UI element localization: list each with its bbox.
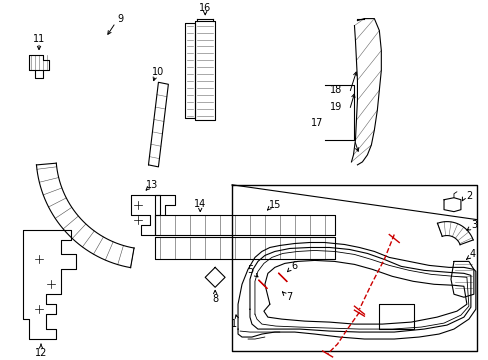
Text: 16: 16 [199, 3, 211, 13]
Text: 8: 8 [212, 294, 218, 304]
Text: 19: 19 [330, 102, 342, 112]
Text: 17: 17 [310, 118, 322, 128]
Text: 10: 10 [152, 67, 164, 77]
Text: 4: 4 [469, 249, 475, 260]
Text: 7: 7 [286, 292, 292, 302]
Text: 11: 11 [33, 33, 45, 44]
Text: 12: 12 [35, 348, 47, 358]
Text: 6: 6 [291, 261, 297, 271]
Text: 15: 15 [268, 200, 281, 210]
Text: 14: 14 [194, 199, 206, 209]
Text: 9: 9 [117, 14, 123, 24]
Text: 5: 5 [246, 265, 253, 275]
Text: 18: 18 [330, 85, 342, 95]
Text: 3: 3 [471, 220, 477, 230]
Text: 2: 2 [465, 191, 471, 201]
Text: 1: 1 [230, 319, 237, 329]
Text: 13: 13 [146, 180, 158, 190]
